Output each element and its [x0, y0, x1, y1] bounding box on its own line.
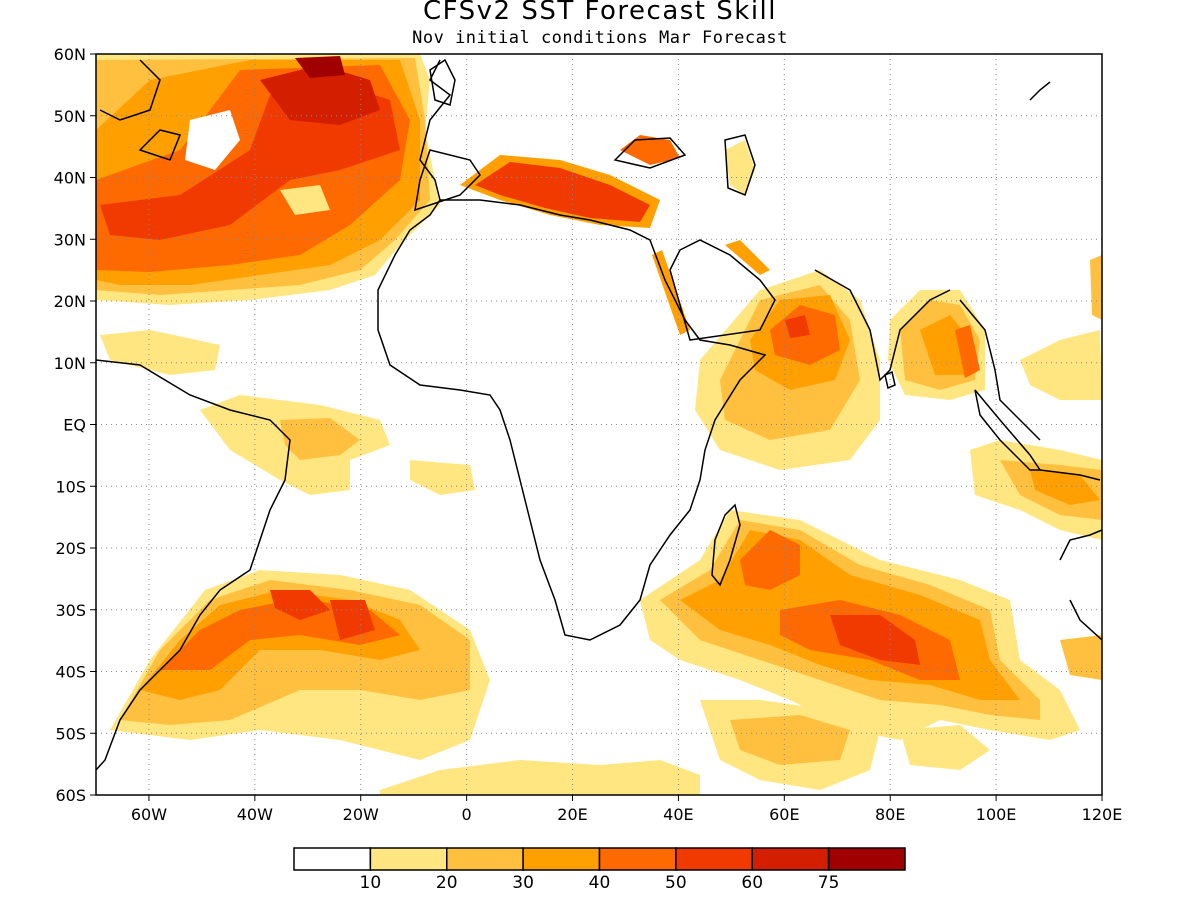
colorbar-swatch [598, 847, 677, 871]
lat-label: 40S [55, 663, 86, 682]
colorbar-swatch [751, 847, 830, 871]
colorbar-swatch [446, 847, 524, 871]
gulf-of-guinea-skill-20 [410, 460, 475, 495]
colorbar-label: 50 [665, 873, 687, 893]
lat-label: 30N [54, 230, 86, 249]
north-atlantic-skill-75 [260, 65, 380, 125]
colorbar-label: 10 [360, 873, 382, 893]
map-title: CFSv2 SST Forecast Skill [422, 0, 778, 26]
lon-label: 80E [875, 805, 905, 824]
west-atlantic-skill-20 [100, 330, 220, 375]
colorbar-swatch [827, 847, 906, 871]
colorbar-label: 75 [818, 873, 840, 893]
australia-west-skill-30 [1060, 635, 1102, 680]
colorbar-label: 30 [512, 873, 534, 893]
southeast-asia-skill-30 [1090, 255, 1102, 320]
caspian-coast [724, 134, 756, 196]
lat-label: 60S [55, 786, 86, 805]
lat-label: 50N [54, 107, 86, 126]
japan-coast [1029, 81, 1051, 101]
greenland-coast [99, 59, 161, 121]
south-indian-skill-50 [740, 530, 800, 590]
colorbar-label: 20 [436, 873, 458, 893]
caspian-skill-20 [725, 140, 755, 195]
black-sea-coast [613, 137, 687, 169]
lat-label: 40N [54, 169, 86, 188]
coastlines [96, 58, 1102, 771]
lon-label: 0 [462, 805, 472, 824]
sumatra-coast [974, 389, 1042, 471]
north-atlantic-skill-max [295, 56, 345, 78]
colorbar-swatch [369, 847, 448, 871]
lon-label: 60E [769, 805, 799, 824]
longitude-labels: 60W 40W 20W 0 20E 40E 60E 80E 100E 120E [131, 795, 1122, 824]
tropical-atlantic-skill-30 [280, 418, 360, 460]
lat-label: 60N [54, 45, 86, 64]
lat-label: 20S [55, 539, 86, 558]
southeast-asia-skill-20 [1020, 330, 1102, 400]
mediterranean-skill-60 [475, 162, 650, 222]
madagascar-coast [711, 503, 741, 587]
southern-ocean-skill-20 [380, 760, 700, 795]
java-coast [1039, 469, 1101, 481]
lon-label: 40W [237, 805, 273, 824]
south-indian-skill-60 [830, 615, 920, 665]
africa-coast [377, 199, 767, 641]
iberia-coast [414, 149, 481, 212]
britain-coast [429, 58, 456, 106]
map-subtitle: Nov initial conditions Mar Forecast [412, 28, 788, 48]
colorbar-swatch [293, 847, 372, 871]
arabian-sea-skill-60 [785, 315, 810, 338]
persian-gulf-skill-40 [725, 240, 770, 275]
lon-label: 20E [557, 805, 587, 824]
bay-of-bengal-skill-50 [955, 325, 980, 378]
southern-ocean-skill-30 [730, 715, 850, 765]
south-atlantic-skill-60 [270, 590, 330, 620]
lon-label: 60W [131, 805, 167, 824]
south-america-coast [96, 359, 291, 771]
arabia-coast [669, 239, 776, 341]
latitude-labels: 60N 50N 40N 30N 20N 10N EQ 10S 20S 30S 40S 50S 60S [54, 45, 96, 805]
colorbar-label: 40 [589, 873, 611, 893]
lon-label: 100E [976, 805, 1017, 824]
lat-label: 20N [54, 292, 86, 311]
europe-coast [419, 59, 452, 201]
lat-label: 10S [55, 477, 86, 496]
newfoundland-coast [138, 129, 182, 161]
southern-ocean-skill-20c [900, 725, 990, 770]
australia-sw-coast [1069, 599, 1102, 641]
north-atlantic-gap-2 [280, 185, 330, 215]
lon-label: 120E [1082, 805, 1123, 824]
colorbar-swatch [522, 847, 601, 871]
colorbar-swatch [675, 847, 753, 871]
sri-lanka-coast [884, 370, 896, 390]
colorbar-label: 60 [741, 873, 763, 893]
map-grid [96, 54, 1102, 795]
lon-label: 20W [343, 805, 379, 824]
east-indian-skill-40 [1030, 470, 1100, 505]
lat-label: 30S [55, 601, 86, 620]
lon-label: 40E [663, 805, 693, 824]
southeast-asia-coast [959, 299, 1041, 441]
australia-coast [1059, 529, 1102, 561]
lat-label: EQ [63, 416, 86, 435]
lat-label: 10N [54, 354, 86, 373]
north-atlantic-gap [185, 110, 240, 170]
lat-label: 50S [55, 724, 86, 743]
black-sea-skill-50 [620, 135, 680, 165]
colorbar: 10 20 30 40 50 60 75 [293, 847, 906, 893]
